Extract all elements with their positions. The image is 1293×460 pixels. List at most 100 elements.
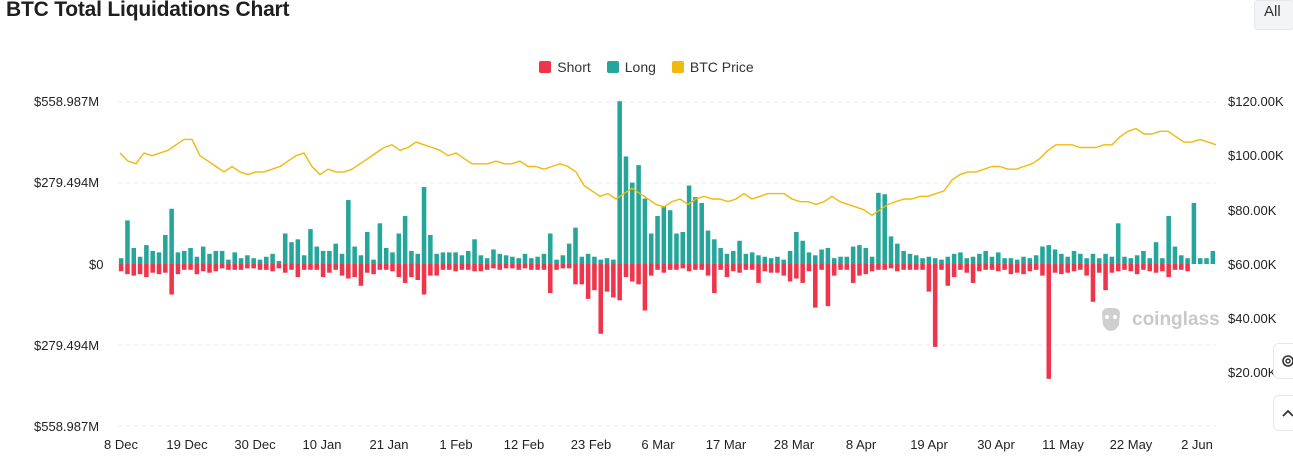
long-bar (926, 256, 932, 264)
short-bar (346, 264, 351, 279)
long-bar (611, 259, 616, 264)
long-bar (175, 252, 181, 264)
long-bar (617, 101, 622, 265)
long-bar (510, 256, 515, 264)
range-select-button[interactable]: All (1254, 0, 1293, 30)
short-bar (125, 264, 130, 275)
short-bar (1046, 264, 1052, 379)
long-bar (882, 194, 887, 264)
long-bar (163, 234, 168, 264)
long-bar (680, 232, 686, 264)
short-bar (674, 264, 679, 270)
short-bar (623, 264, 629, 278)
short-bar (1141, 264, 1146, 270)
short-bar (364, 264, 370, 273)
short-bar (876, 264, 881, 270)
long-bar (831, 258, 837, 264)
short-bar (964, 264, 970, 273)
short-bar (996, 264, 1001, 272)
long-bar (440, 252, 446, 264)
x-tick: 10 Jan (302, 437, 342, 452)
short-bar (743, 264, 749, 270)
short-bar (888, 264, 894, 269)
long-bar (503, 255, 509, 264)
long-bar (1134, 255, 1140, 264)
short-bar (1014, 264, 1020, 273)
short-bar (554, 264, 559, 270)
long-bar (996, 252, 1001, 264)
legend-label-long: Long (624, 59, 656, 75)
short-bar (428, 264, 433, 276)
long-bar (768, 258, 774, 264)
long-bar (459, 255, 465, 264)
short-bar (983, 264, 988, 270)
long-bar (623, 156, 629, 264)
y-right-tick: $60.00K (1228, 257, 1277, 272)
long-bar (983, 250, 988, 264)
long-bar (743, 253, 749, 264)
short-bar (144, 264, 149, 278)
short-bar (282, 264, 288, 273)
long-bar (541, 253, 547, 264)
short-bar (1071, 264, 1077, 272)
long-bar (358, 255, 364, 264)
collapse-button[interactable] (1273, 395, 1293, 431)
long-bar (1115, 223, 1121, 264)
long-bar (825, 248, 831, 264)
short-bar (642, 264, 648, 311)
long-bar (270, 253, 275, 264)
long-bar (364, 232, 370, 264)
long-bar (383, 248, 389, 264)
short-bar (383, 264, 389, 270)
long-bar (125, 220, 130, 264)
long-bar (137, 256, 143, 264)
long-bar (409, 250, 414, 264)
x-tick: 1 Feb (439, 437, 473, 452)
x-tick: 30 Dec (234, 437, 276, 452)
short-bar (926, 264, 932, 292)
long-bar (465, 250, 471, 264)
long-bar (200, 246, 206, 264)
settings-button[interactable] (1273, 343, 1293, 379)
long-bar (1191, 202, 1197, 264)
long-bar (1059, 253, 1064, 264)
long-bar (1071, 250, 1077, 264)
short-bar (680, 264, 686, 269)
short-bar (724, 264, 730, 278)
short-bar (686, 264, 692, 272)
long-bar (1021, 256, 1026, 264)
short-bar (257, 264, 263, 270)
short-bar (402, 264, 408, 283)
short-bar (1153, 264, 1159, 273)
short-bar (295, 264, 301, 278)
long-bar (1172, 246, 1178, 264)
short-bar (390, 264, 395, 272)
short-bar (453, 264, 458, 272)
long-bar (667, 210, 673, 264)
short-bar (529, 264, 534, 270)
long-bar (333, 243, 338, 264)
short-bar (907, 264, 913, 270)
short-bar (895, 264, 900, 272)
long-bar (661, 205, 667, 264)
long-bar (554, 259, 559, 264)
short-bar (630, 264, 635, 282)
short-bar (1160, 264, 1165, 272)
short-bar (585, 264, 591, 299)
long-bar (648, 233, 654, 264)
legend-item-price[interactable]: BTC Price (671, 59, 754, 75)
long-bar (245, 255, 250, 264)
short-bar (958, 264, 963, 270)
long-bar (1122, 256, 1127, 264)
legend-item-long[interactable]: Long (606, 59, 656, 75)
x-tick: 30 Apr (977, 437, 1015, 452)
short-bar (276, 264, 282, 269)
short-bar (1166, 264, 1171, 278)
legend-item-short[interactable]: Short (539, 59, 591, 75)
short-bar (238, 264, 244, 270)
long-bar (844, 256, 850, 264)
y-right-tick: $40.00K (1228, 311, 1277, 326)
short-bar (1147, 264, 1153, 272)
long-bar (762, 256, 768, 264)
long-bar (434, 253, 439, 264)
